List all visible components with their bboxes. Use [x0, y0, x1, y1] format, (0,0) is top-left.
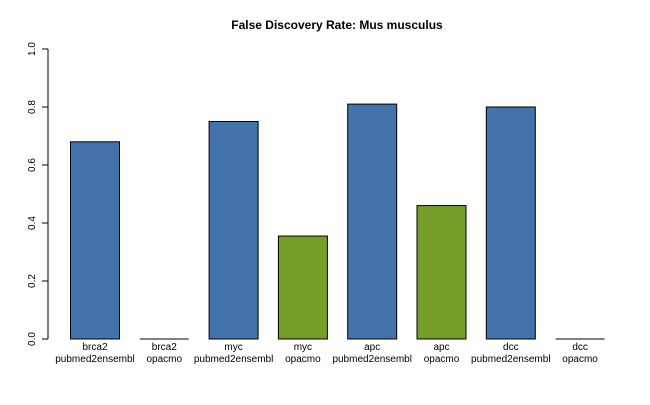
x-category-label-line1: brca2	[82, 342, 107, 353]
bars	[70, 103, 605, 340]
x-category-label-line1: brca2	[152, 342, 177, 353]
bar-brca2-pubmed2ensembl	[70, 141, 120, 340]
x-category-label-line1: myc	[294, 342, 312, 353]
x-category-label-line1: apc	[433, 342, 449, 353]
bar-myc-opacmo	[277, 235, 328, 340]
x-category-label-line2: opacmo	[147, 354, 183, 365]
y-axis: 0.0 0.2 0.4 0.6 0.8 1.0	[27, 42, 49, 346]
y-tick-label: 0.4	[27, 216, 38, 230]
chart-title: False Discovery Rate: Mus musculus	[231, 18, 443, 32]
x-category-label-line2: opacmo	[424, 354, 460, 365]
y-tick-label: 0.6	[27, 158, 38, 172]
y-tick-label: 1.0	[27, 42, 38, 56]
x-category-label-line2: opacmo	[285, 354, 321, 365]
bar-myc-pubmed2ensembl	[208, 121, 259, 340]
x-category-label-line1: myc	[224, 342, 242, 353]
x-category-label-line2: pubmed2ensembl	[194, 354, 274, 365]
x-category-label-line1: dcc	[572, 342, 588, 353]
bar-dcc-pubmed2ensembl	[485, 106, 536, 340]
bar-apc-pubmed2ensembl	[347, 103, 398, 340]
x-category-label-line1: dcc	[503, 342, 519, 353]
x-category-label-line2: pubmed2ensembl	[332, 354, 412, 365]
bar-apc-opacmo	[416, 205, 467, 340]
x-category-label-line1: apc	[364, 342, 380, 353]
x-category-label-line2: pubmed2ensembl	[55, 354, 135, 365]
x-axis-labels: brca2pubmed2ensemblbrca2opacmomycpubmed2…	[55, 342, 598, 365]
y-tick-label: 0.8	[27, 100, 38, 114]
y-tick-label: 0.2	[27, 274, 38, 288]
x-category-label-line2: pubmed2ensembl	[471, 354, 551, 365]
y-tick-label: 0.0	[27, 332, 38, 346]
x-category-label-line2: opacmo	[562, 354, 598, 365]
